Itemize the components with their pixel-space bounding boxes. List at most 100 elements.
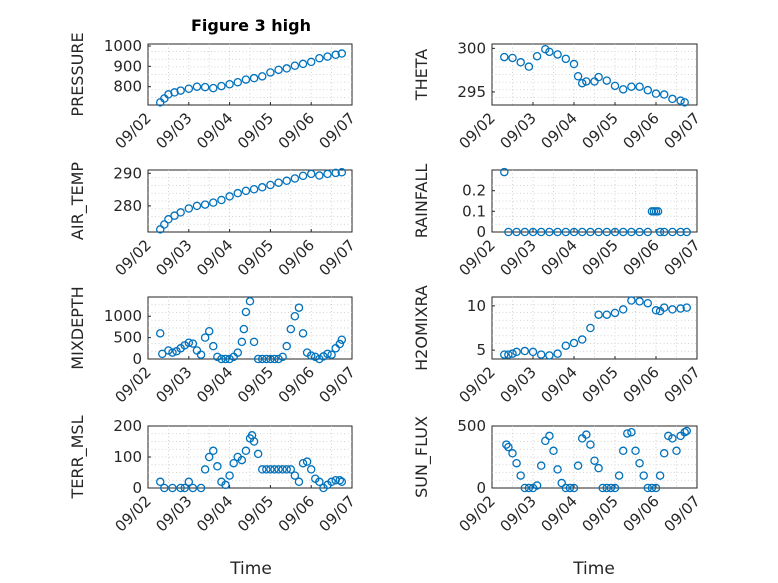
data-point (668, 305, 677, 314)
x-tick-label: 09/05 (579, 236, 622, 279)
x-tick-label: 09/03 (152, 236, 195, 279)
x-tick-label: 09/06 (620, 236, 663, 279)
data-point (213, 352, 222, 362)
data-point (335, 475, 345, 485)
x-tick-label: 09/06 (620, 363, 663, 406)
y-tick-label: 900 (113, 57, 142, 75)
data-point (270, 465, 279, 474)
data-point (188, 483, 198, 493)
data-point (217, 195, 226, 205)
data-point (659, 90, 669, 99)
y-tick-label: 500 (113, 329, 142, 347)
data-point (668, 227, 677, 237)
data-point (516, 471, 525, 480)
data-point (274, 354, 283, 364)
data-point (266, 180, 275, 190)
data-point (225, 80, 234, 89)
x-tick-label: 09/05 (579, 363, 622, 406)
x-tick-label: 09/05 (234, 236, 277, 279)
data-point (672, 446, 681, 456)
data-point (176, 86, 185, 95)
x-tick-label: 09/03 (497, 109, 540, 152)
data-point (618, 446, 628, 456)
x-tick-label: 09/06 (620, 109, 663, 152)
data-point (160, 483, 169, 493)
data-point (337, 477, 347, 487)
data-point (528, 227, 538, 237)
data-point (180, 483, 189, 493)
x-tick-label: 09/07 (661, 363, 704, 406)
data-point (294, 477, 304, 487)
data-point (217, 354, 226, 364)
data-point (200, 82, 210, 92)
data-point (586, 440, 595, 449)
x-tick-label: 09/07 (316, 363, 359, 406)
x-tick-label: 09/04 (193, 363, 236, 406)
y-tick-label: 1000 (104, 37, 142, 55)
data-point (315, 53, 324, 63)
data-point (184, 84, 194, 93)
data-point (257, 354, 267, 364)
data-point (569, 483, 579, 493)
data-point (160, 220, 169, 229)
x-tick-label: 09/02 (456, 236, 499, 279)
x-tick-label: 09/05 (234, 109, 277, 152)
y-tick-label: 10 (467, 297, 486, 315)
data-point (520, 227, 530, 237)
x-tick-label: 09/06 (275, 236, 318, 279)
data-point (651, 306, 661, 315)
data-point (253, 354, 263, 364)
data-point (274, 465, 283, 474)
data-point (217, 81, 226, 91)
data-point (594, 72, 603, 82)
y-tick-label: 0 (476, 223, 486, 241)
data-point (298, 171, 308, 181)
data-point (302, 457, 312, 466)
data-point (577, 335, 587, 344)
data-point (545, 47, 554, 57)
data-point (577, 227, 587, 237)
data-point (532, 481, 542, 490)
x-tick-label: 09/07 (316, 236, 359, 279)
data-point (204, 326, 214, 336)
data-point (512, 227, 521, 237)
x-tick-label: 09/05 (579, 492, 622, 535)
data-point (298, 329, 308, 338)
data-point (306, 169, 316, 179)
data-point (561, 483, 571, 493)
data-point (586, 227, 595, 237)
y-tick-label: 5 (476, 341, 486, 359)
data-point (598, 483, 607, 493)
data-point (337, 49, 347, 58)
data-point (209, 446, 218, 456)
y-axis-label: AIR_TEMP (68, 162, 88, 240)
data-point (659, 303, 669, 312)
data-point (668, 434, 677, 443)
data-point (504, 227, 513, 237)
data-point (257, 72, 267, 81)
data-point (582, 77, 591, 86)
data-point (602, 227, 612, 237)
data-point (577, 78, 587, 88)
data-point (512, 347, 521, 357)
data-point (545, 227, 554, 237)
y-tick-label: 290 (113, 164, 142, 182)
data-point (618, 305, 628, 314)
x-tick-label: 09/07 (661, 492, 704, 535)
data-point (278, 465, 287, 474)
data-point (651, 89, 661, 98)
data-point (659, 227, 669, 237)
data-point (668, 94, 677, 104)
data-point (253, 449, 263, 459)
data-point (311, 352, 320, 362)
x-tick-label: 09/04 (538, 363, 581, 406)
data-point (508, 449, 517, 458)
data-point (237, 455, 247, 465)
y-tick-label: 0.2 (462, 182, 486, 200)
data-point (635, 297, 644, 306)
x-tick-label: 09/04 (193, 109, 236, 152)
data-point (586, 323, 595, 333)
data-point (290, 174, 300, 183)
